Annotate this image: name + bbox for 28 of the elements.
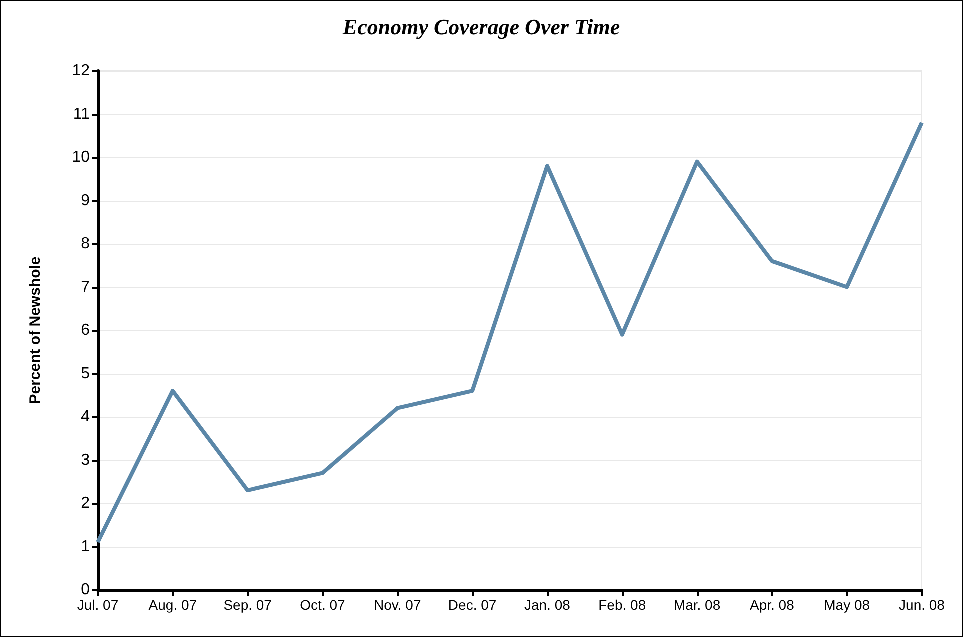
y-tick-label: 4 xyxy=(81,408,90,426)
x-tick-label: Jun. 08 xyxy=(899,597,946,613)
x-tick-label: Apr. 08 xyxy=(750,597,795,613)
y-tick-label: 10 xyxy=(72,149,90,166)
line-series xyxy=(96,120,924,544)
x-tick-label: Aug. 07 xyxy=(148,597,198,613)
y-tick-label: 0 xyxy=(81,582,90,598)
y-tick-label: 7 xyxy=(81,278,90,296)
y-axis-title: Percent of Newshole xyxy=(27,256,44,404)
x-tick-label: Oct. 07 xyxy=(300,597,346,613)
x-tick-label: Feb. 08 xyxy=(598,597,646,613)
y-tick-label: 5 xyxy=(81,365,90,382)
x-tick-label: May 08 xyxy=(824,597,870,613)
y-tick-label: 6 xyxy=(81,322,90,339)
x-tick-label: Dec. 07 xyxy=(448,597,497,613)
y-tick-label: 11 xyxy=(73,106,90,123)
x-tick-label: Jan. 08 xyxy=(524,597,571,613)
y-tick-label: 2 xyxy=(81,495,90,512)
x-tick-label: Nov. 07 xyxy=(374,597,422,613)
x-tick-label: Mar. 08 xyxy=(674,597,721,613)
x-tick-label: Sep. 07 xyxy=(224,597,272,613)
y-tick-label: 1 xyxy=(81,538,90,556)
y-tick-label: 3 xyxy=(81,452,90,469)
y-tick-label: 9 xyxy=(81,192,90,210)
y-tick-label: 8 xyxy=(81,236,90,252)
y-tick-label: 12 xyxy=(72,62,90,80)
chart-title: Economy Coverage Over Time xyxy=(342,14,620,40)
x-tick-label: Jul. 07 xyxy=(77,597,119,613)
